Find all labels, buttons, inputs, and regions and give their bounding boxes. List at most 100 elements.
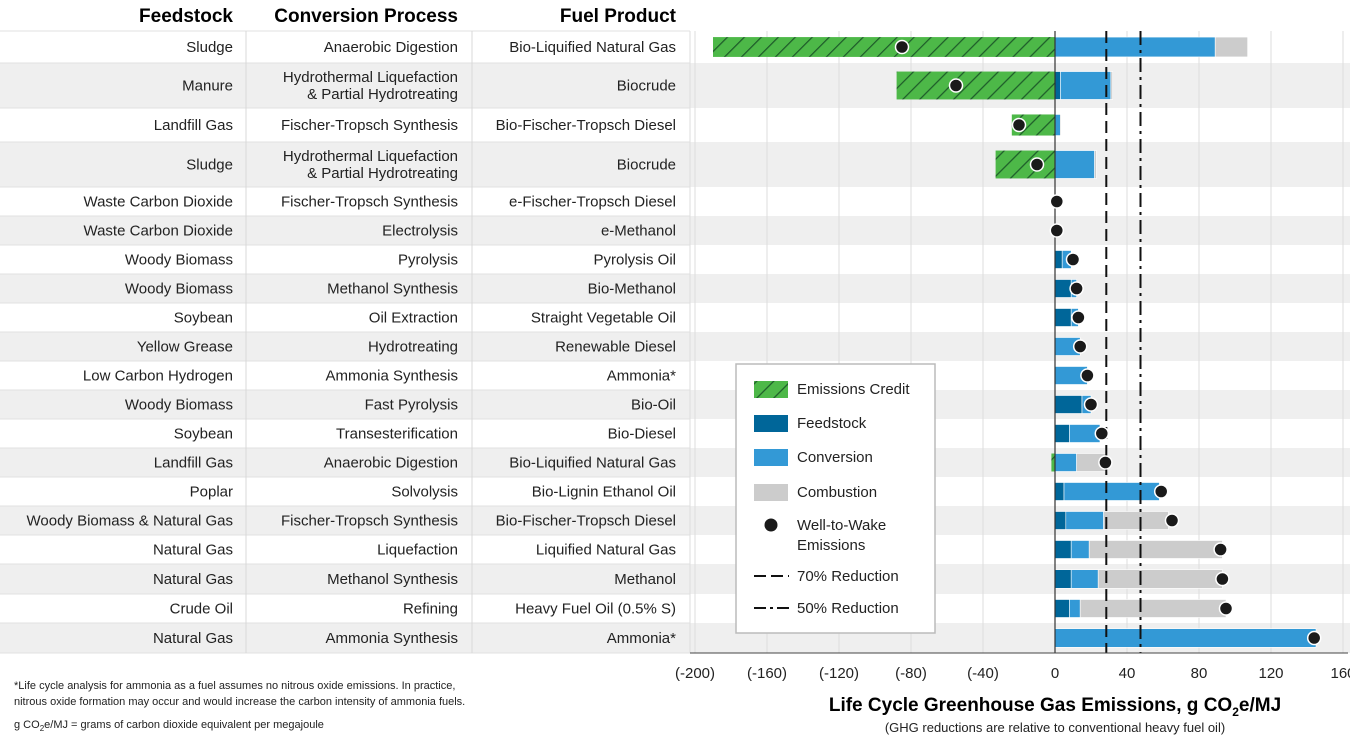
row-background bbox=[0, 303, 1350, 332]
cell-feedstock: Landfill Gas bbox=[154, 117, 233, 134]
well-to-wake-dot bbox=[1153, 484, 1169, 499]
bar-conversion bbox=[1060, 71, 1112, 100]
bar-conversion bbox=[1054, 36, 1216, 58]
bar-emissions-credit bbox=[896, 71, 1055, 100]
bar-conversion bbox=[1063, 482, 1160, 501]
cell-process: Fischer-Tropsch Synthesis bbox=[281, 513, 458, 530]
bar-conversion bbox=[1070, 540, 1090, 559]
bar-conversion bbox=[1054, 628, 1317, 648]
bars bbox=[713, 36, 1317, 648]
cell-fuel: Straight Vegetable Oil bbox=[531, 310, 676, 327]
well-to-wake-dot bbox=[1094, 426, 1110, 441]
well-to-wake-dot bbox=[1029, 157, 1045, 172]
cell-feedstock: Sludge bbox=[186, 39, 233, 56]
well-to-wake-dot bbox=[1069, 281, 1084, 296]
row-background bbox=[0, 361, 1350, 390]
legend-label: 70% Reduction bbox=[797, 568, 899, 585]
well-to-wake-dot bbox=[1072, 339, 1088, 354]
cell-fuel: Biocrude bbox=[617, 78, 676, 95]
well-to-wake-dot bbox=[1218, 601, 1234, 616]
row-background bbox=[0, 142, 1350, 187]
legend-swatch-credit bbox=[754, 381, 788, 398]
bar-feedstock bbox=[1054, 569, 1072, 589]
cell-feedstock: Sludge bbox=[186, 157, 233, 174]
well-to-wake-dot bbox=[1080, 368, 1095, 383]
x-tick-label: 0 bbox=[1051, 665, 1059, 682]
bar-combustion bbox=[1214, 36, 1248, 58]
legend-label: Feedstock bbox=[797, 415, 867, 432]
legend-label: Emissions bbox=[797, 537, 865, 554]
cell-fuel: Bio-Oil bbox=[631, 397, 676, 414]
cell-feedstock: Waste Carbon Dioxide bbox=[83, 223, 233, 240]
bar-feedstock bbox=[1054, 599, 1070, 618]
bar-combustion bbox=[1097, 569, 1223, 589]
bar-combustion bbox=[1088, 540, 1223, 559]
cell-feedstock: Soybean bbox=[174, 426, 233, 443]
cell-fuel: Renewable Diesel bbox=[555, 339, 676, 356]
cell-fuel: Bio-Liquified Natural Gas bbox=[509, 455, 676, 472]
row-background bbox=[0, 332, 1350, 361]
row-background bbox=[0, 108, 1350, 142]
x-tick-label: (-200) bbox=[675, 665, 715, 682]
bar-feedstock bbox=[1054, 308, 1072, 327]
cell-fuel: Bio-Lignin Ethanol Oil bbox=[532, 484, 676, 501]
bar-combustion bbox=[1060, 114, 1062, 136]
row-background bbox=[0, 274, 1350, 303]
bar-conversion bbox=[1054, 453, 1077, 472]
bar-emissions-credit bbox=[713, 37, 1055, 57]
well-to-wake-dot bbox=[1049, 223, 1065, 238]
cell-process: Electrolysis bbox=[382, 223, 458, 240]
legend-swatch-combustion bbox=[754, 484, 788, 501]
well-to-wake-points bbox=[894, 39, 1322, 646]
row-background bbox=[0, 448, 1350, 477]
cell-feedstock: Landfill Gas bbox=[154, 455, 233, 472]
legend: Emissions Credit Feedstock Conversion Combu… bbox=[735, 363, 936, 634]
well-to-wake-dot bbox=[1011, 117, 1027, 133]
cell-process: Refining bbox=[403, 601, 458, 618]
x-axis-subtitle: (GHG reductions are relative to conventi… bbox=[885, 720, 1225, 735]
cell-feedstock: Woody Biomass bbox=[125, 281, 233, 298]
well-to-wake-dot bbox=[1215, 571, 1230, 587]
cell-process: Transesterification bbox=[336, 426, 458, 443]
row-background bbox=[0, 216, 1350, 245]
footnote-units: g CO2e/MJ = grams of carbon dioxide equi… bbox=[14, 719, 324, 733]
well-to-wake-dot bbox=[894, 39, 910, 55]
cell-fuel: e-Methanol bbox=[601, 223, 676, 240]
bar-feedstock bbox=[1054, 279, 1072, 298]
cell-fuel: Pyrolysis Oil bbox=[593, 252, 676, 269]
cell-process: Anaerobic Digestion bbox=[324, 39, 458, 56]
x-tick-label: (-120) bbox=[819, 665, 859, 682]
cell-process: Methanol Synthesis bbox=[327, 281, 458, 298]
legend-label: Conversion bbox=[797, 449, 873, 466]
x-axis-title: Life Cycle Greenhouse Gas Emissions, g C… bbox=[829, 695, 1281, 719]
legend-swatch-wtw bbox=[764, 518, 778, 532]
well-to-wake-dot bbox=[1083, 397, 1099, 412]
cell-process: Hydrotreating bbox=[368, 339, 458, 356]
row-background bbox=[0, 390, 1350, 419]
x-tick-label: 40 bbox=[1119, 665, 1136, 682]
row-background bbox=[0, 187, 1350, 216]
cell-fuel: e-Fischer-Tropsch Diesel bbox=[509, 194, 676, 211]
bar-combustion bbox=[1094, 150, 1097, 179]
header-conversion-process: Conversion Process bbox=[274, 6, 458, 27]
cell-process: Fischer-Tropsch Synthesis bbox=[281, 117, 458, 134]
cell-feedstock: Soybean bbox=[174, 310, 233, 327]
bar-combustion bbox=[1079, 599, 1227, 618]
cell-feedstock: Natural Gas bbox=[153, 542, 233, 559]
cell-process: Hydrothermal Liquefaction bbox=[283, 148, 458, 165]
cell-feedstock: Poplar bbox=[190, 484, 233, 501]
cell-feedstock: Woody Biomass bbox=[125, 252, 233, 269]
cell-fuel: Bio-Fischer-Tropsch Diesel bbox=[496, 513, 676, 530]
cell-fuel: Biocrude bbox=[617, 157, 676, 174]
x-tick-label: 160 bbox=[1330, 665, 1350, 682]
cell-process: Hydrothermal Liquefaction bbox=[283, 69, 458, 86]
footnote-ammonia: nitrous oxide formation may occur and wo… bbox=[14, 696, 465, 708]
cell-feedstock: Manure bbox=[182, 78, 233, 95]
bar-emissions-credit bbox=[1051, 453, 1055, 472]
cell-fuel: Heavy Fuel Oil (0.5% S) bbox=[515, 601, 676, 618]
cell-fuel: Liquified Natural Gas bbox=[536, 542, 676, 559]
header-feedstock: Feedstock bbox=[139, 6, 233, 27]
cell-fuel: Methanol bbox=[614, 571, 676, 588]
footnote-ammonia: *Life cycle analysis for ammonia as a fu… bbox=[14, 680, 455, 692]
